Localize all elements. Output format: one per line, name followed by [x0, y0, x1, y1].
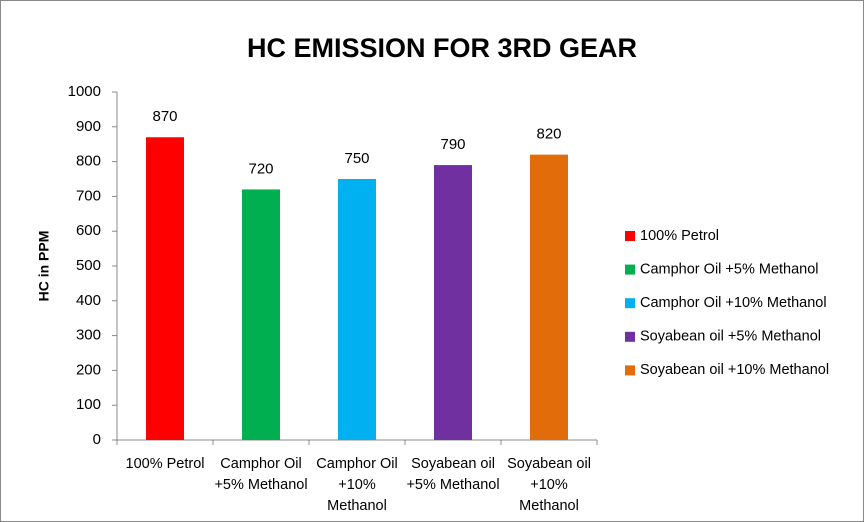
- y-tick-label: 900: [76, 118, 101, 135]
- x-tick-label: Soyabean oil +5% Methanol: [406, 456, 500, 493]
- value-label: 790: [440, 136, 465, 153]
- bar: [530, 154, 568, 440]
- bar: [242, 189, 280, 440]
- value-label: 750: [344, 150, 369, 167]
- y-tick-label: 200: [76, 361, 101, 378]
- y-tick-label: 0: [93, 431, 101, 448]
- x-tick-label-box: Soyabean oil +10% Methanol: [507, 456, 591, 514]
- bar: [146, 137, 184, 441]
- y-tick-label: 400: [76, 292, 101, 309]
- y-tick-label: 500: [76, 257, 101, 274]
- x-tick-label: Camphor Oil +5% Methanol: [214, 456, 308, 493]
- x-tick-label: 100% Petrol: [125, 456, 205, 472]
- y-axis-label: HC in PPM: [36, 231, 52, 302]
- y-tick-label: 700: [76, 187, 101, 204]
- chart-title: HC EMISSION FOR 3RD GEAR: [247, 33, 637, 63]
- x-tick-label-box: 100% Petrol: [125, 456, 205, 472]
- y-tick-label: 100: [76, 396, 101, 413]
- legend-label: 100% Petrol: [640, 228, 719, 244]
- y-tick-label: 1000: [68, 83, 101, 100]
- x-tick-label: Soyabean oil +10% Methanol: [507, 456, 591, 514]
- value-label: 820: [536, 126, 561, 143]
- legend-swatch: [625, 365, 635, 376]
- legend-label: Camphor Oil +10% Methanol: [640, 295, 827, 311]
- x-tick-label-box: Camphor Oil +10% Methanol: [316, 456, 398, 514]
- y-tick-label: 600: [76, 222, 101, 239]
- bar: [434, 165, 472, 440]
- x-tick-label: Camphor Oil +10% Methanol: [316, 456, 398, 514]
- legend-label: Soyabean oil +10% Methanol: [640, 362, 829, 378]
- value-label: 870: [152, 108, 177, 125]
- legend-swatch: [625, 264, 635, 275]
- y-tick-label: 300: [76, 327, 101, 344]
- legend-label: Camphor Oil +5% Methanol: [640, 261, 819, 277]
- value-label: 720: [248, 160, 273, 177]
- legend-swatch: [625, 298, 635, 309]
- x-tick-label-box: Camphor Oil +5% Methanol: [214, 456, 308, 493]
- legend-label: Soyabean oil +5% Methanol: [640, 329, 821, 345]
- y-tick-label: 800: [76, 153, 101, 170]
- legend-swatch: [625, 331, 635, 342]
- x-tick-label-box: Soyabean oil +5% Methanol: [406, 456, 500, 493]
- bar: [338, 179, 376, 440]
- legend-swatch: [625, 231, 635, 241]
